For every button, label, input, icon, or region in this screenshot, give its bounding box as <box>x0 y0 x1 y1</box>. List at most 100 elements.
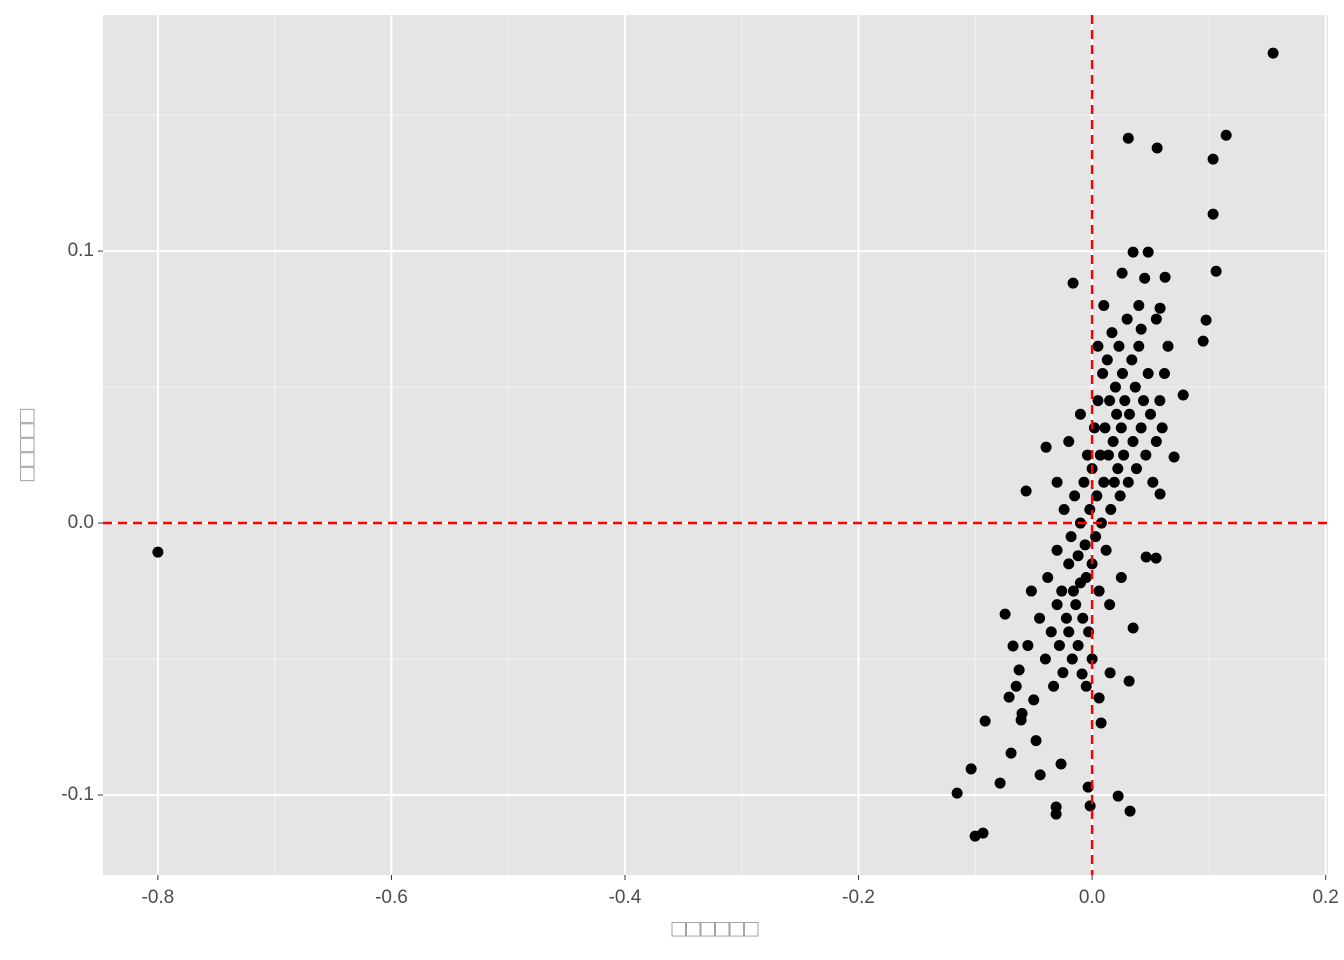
point <box>1142 367 1154 379</box>
point <box>1063 558 1075 570</box>
point <box>1034 612 1046 624</box>
point <box>1060 612 1072 624</box>
point <box>1119 395 1131 407</box>
point <box>152 546 164 558</box>
point <box>1118 449 1130 461</box>
point <box>1127 246 1139 258</box>
point <box>1070 599 1082 611</box>
point <box>1045 626 1057 638</box>
point <box>1003 691 1015 703</box>
point <box>1067 585 1079 597</box>
point <box>1177 389 1189 401</box>
point <box>1088 422 1100 434</box>
point <box>1084 800 1096 812</box>
point <box>1013 664 1025 676</box>
x-tick-label: 0.0 <box>1079 887 1105 908</box>
point <box>1010 680 1022 692</box>
point <box>1107 435 1119 447</box>
point <box>1092 340 1104 352</box>
point <box>1034 769 1046 781</box>
point <box>1124 805 1136 817</box>
point <box>1126 354 1138 366</box>
point <box>1129 381 1141 393</box>
point <box>1028 694 1040 706</box>
x-tick-label: -0.8 <box>142 887 175 908</box>
point <box>1105 503 1117 515</box>
point <box>1210 265 1222 277</box>
point <box>1066 653 1078 665</box>
point <box>965 763 977 775</box>
point <box>1150 435 1162 447</box>
point <box>1053 639 1065 651</box>
point <box>1025 585 1037 597</box>
point <box>1005 747 1017 759</box>
point <box>1135 323 1147 335</box>
x-tick-label: -0.2 <box>842 887 875 908</box>
x-axis-title: □□□□□□ <box>672 915 759 942</box>
point <box>1051 599 1063 611</box>
point <box>1159 367 1171 379</box>
point <box>1121 313 1133 325</box>
point <box>1093 692 1105 704</box>
point <box>1154 395 1166 407</box>
point <box>1050 801 1062 813</box>
point <box>1104 667 1116 679</box>
x-tick-label: 0.2 <box>1312 887 1338 908</box>
point <box>1113 340 1125 352</box>
point <box>1108 476 1120 488</box>
point <box>1111 408 1123 420</box>
point <box>1101 354 1113 366</box>
point <box>1058 503 1070 515</box>
point <box>1051 544 1063 556</box>
point <box>1080 680 1092 692</box>
y-tick-label: 0.1 <box>68 240 94 261</box>
point <box>1147 476 1159 488</box>
point <box>1022 639 1034 651</box>
point <box>1104 599 1116 611</box>
point <box>1102 449 1114 461</box>
point <box>1069 490 1081 502</box>
point <box>1122 476 1134 488</box>
point <box>1168 451 1180 463</box>
point <box>1123 675 1135 687</box>
point <box>1130 463 1142 475</box>
point <box>1097 367 1109 379</box>
point <box>1063 626 1075 638</box>
point <box>1140 551 1152 563</box>
point <box>1114 490 1126 502</box>
point <box>1063 435 1075 447</box>
point <box>1055 758 1067 770</box>
point <box>951 787 963 799</box>
point <box>1095 717 1107 729</box>
y-axis-title: □□□□□ <box>13 408 40 481</box>
point <box>1137 395 1149 407</box>
point <box>1109 381 1121 393</box>
point <box>1079 539 1091 551</box>
point <box>1104 395 1116 407</box>
point <box>1127 435 1139 447</box>
point <box>1042 571 1054 583</box>
point <box>1016 707 1028 719</box>
point <box>1207 153 1219 165</box>
point <box>1076 668 1088 680</box>
point <box>1112 463 1124 475</box>
point <box>1220 129 1232 141</box>
point <box>1139 272 1151 284</box>
point <box>1072 639 1084 651</box>
point <box>1056 585 1068 597</box>
x-tick-label: -0.4 <box>609 887 642 908</box>
x-tick-label: -0.6 <box>375 887 408 908</box>
point <box>1133 299 1145 311</box>
point <box>1099 422 1111 434</box>
point <box>1142 246 1154 258</box>
point <box>1156 422 1168 434</box>
point <box>1159 271 1171 283</box>
point <box>1127 622 1139 634</box>
point <box>999 608 1011 620</box>
point <box>1020 485 1032 497</box>
point <box>1116 267 1128 279</box>
point <box>1048 680 1060 692</box>
panel <box>103 15 1328 875</box>
